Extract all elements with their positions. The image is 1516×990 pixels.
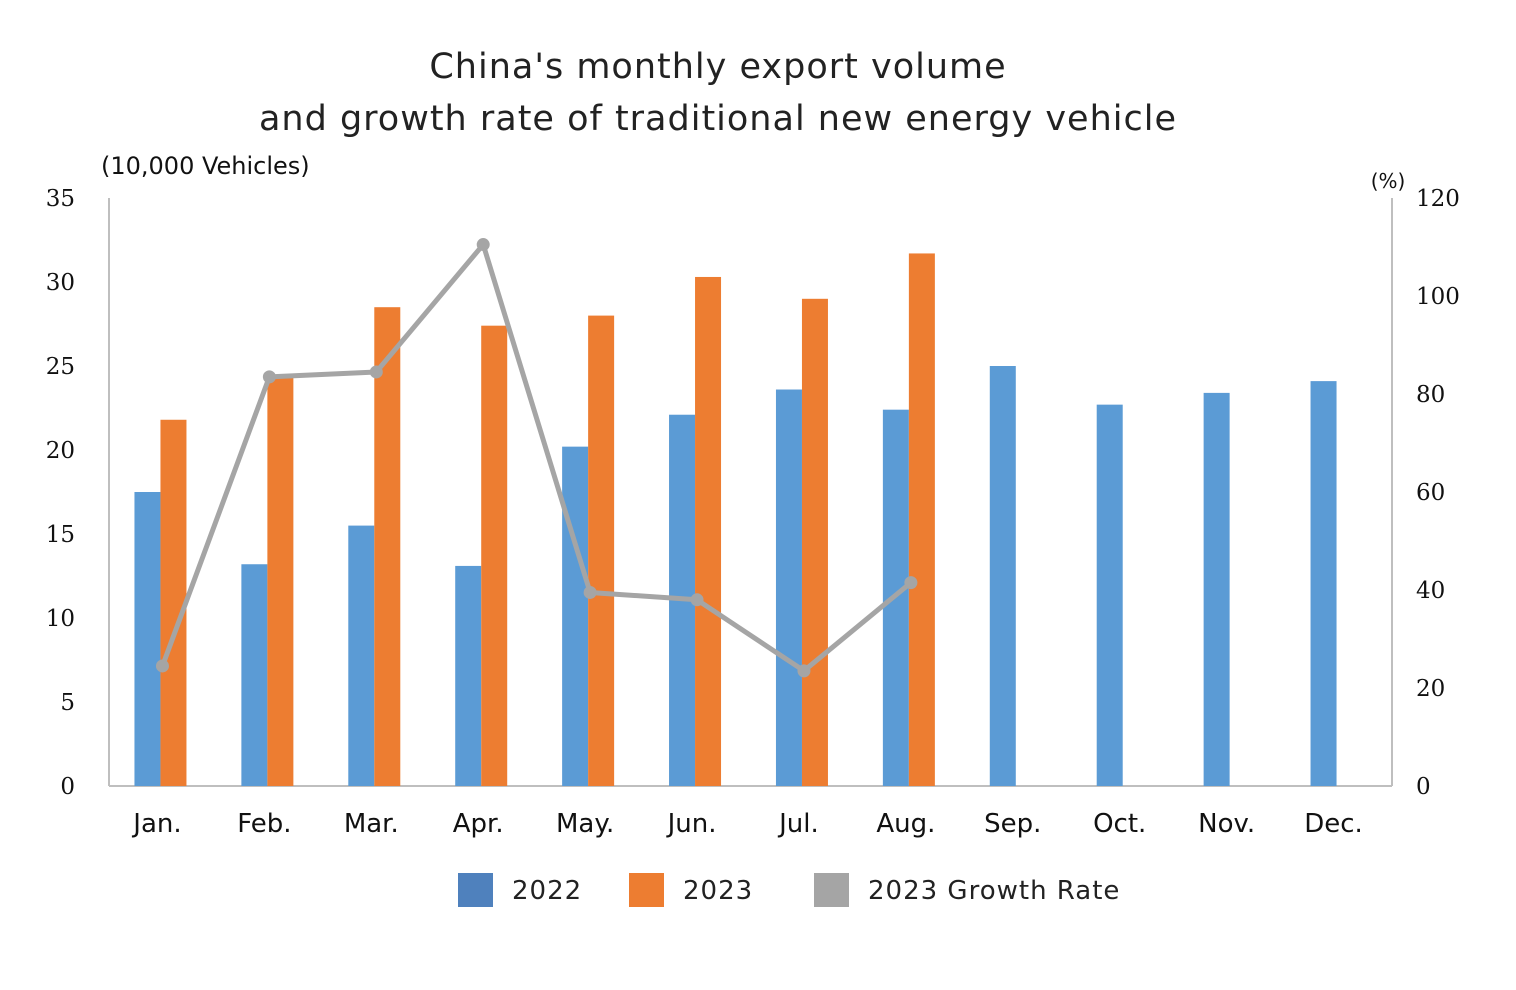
left-axis-tick-label: 10 <box>46 606 75 632</box>
growth-rate-point-jul <box>797 664 811 678</box>
right-axis-tick-label: 0 <box>1416 774 1431 800</box>
legend-label-2023-growth-rate: 2023 Growth Rate <box>868 876 1120 906</box>
legend: 2022 2023 2023 Growth Rate <box>458 873 1120 907</box>
left-axis-unit-label: (10,000 Vehicles) <box>101 152 310 180</box>
right-axis-tick-label: 40 <box>1416 578 1445 604</box>
bar-2023-jul <box>801 298 828 786</box>
bar-2022-nov <box>1203 392 1230 786</box>
bar-2023-mar <box>374 307 401 786</box>
legend-swatch-2023-growth-rate <box>814 873 849 907</box>
bar-2023-jan <box>160 419 187 786</box>
left-axis-tick-label: 25 <box>46 354 75 380</box>
right-axis-unit-label: (%) <box>1371 169 1406 193</box>
bar-2022-feb <box>241 564 268 786</box>
right-axis-tick-label: 80 <box>1416 382 1445 408</box>
x-axis-tick-label: Oct. <box>1093 809 1146 839</box>
bar-2022-jan <box>134 492 161 786</box>
left-axis-tick-label: 35 <box>46 186 75 212</box>
left-axis-tick-label: 0 <box>60 774 75 800</box>
x-axis-tick-label: Aug. <box>876 809 935 839</box>
x-axis-tick-label: Mar. <box>344 809 399 839</box>
right-axis-tick-label: 60 <box>1416 480 1445 506</box>
x-axis-tick-label: Feb. <box>237 809 291 839</box>
x-axis-tick-label: Dec. <box>1304 809 1363 839</box>
plot-area: 0 5 10 15 20 25 30 35 0 20 40 60 80 100 120 Jan. Feb. Mar… <box>46 186 1460 839</box>
x-axis-tick-label: Jun. <box>666 809 717 839</box>
growth-rate-point-aug <box>904 576 918 590</box>
bar-2022-sep <box>989 366 1016 786</box>
left-axis-tick-label: 5 <box>60 690 75 716</box>
bar-2023-aug <box>908 253 935 786</box>
x-axis-tick-label: May. <box>556 809 614 839</box>
x-axis-tick-label: Sep. <box>984 809 1041 839</box>
left-axis-tick-label: 20 <box>46 438 75 464</box>
legend-label-2022: 2022 <box>512 876 582 906</box>
growth-rate-point-may <box>583 585 597 599</box>
bar-2022-mar <box>348 525 375 786</box>
bar-2022-oct <box>1096 404 1123 786</box>
x-axis-tick-label: Apr. <box>453 809 504 839</box>
growth-rate-point-jan <box>155 659 169 673</box>
legend-label-2023: 2023 <box>683 876 753 906</box>
right-axis-tick-label: 120 <box>1416 186 1460 212</box>
growth-rate-line <box>160 242 913 674</box>
chart-title-line-1: China's monthly export volume <box>429 47 1006 87</box>
growth-rate-point-jun <box>690 593 704 607</box>
bar-2022-dec <box>1310 381 1337 786</box>
legend-swatch-2023 <box>629 873 664 907</box>
bar-2023-feb <box>267 377 294 786</box>
bar-2022-jul <box>775 389 802 786</box>
x-axis-tick-label: Jan. <box>131 809 181 839</box>
left-axis-tick-label: 30 <box>46 270 75 296</box>
x-axis-tick-label: Nov. <box>1198 809 1255 839</box>
x-axis-tick-label: Jul. <box>777 809 819 839</box>
left-axis-tick-label: 15 <box>46 522 75 548</box>
chart-title-line-2: and growth rate of traditional new energ… <box>259 99 1177 139</box>
right-axis-tick-label: 20 <box>1416 676 1445 702</box>
growth-rate-point-feb <box>262 370 276 384</box>
bar-2023-apr <box>481 325 508 786</box>
bar-2022-apr <box>455 565 482 786</box>
right-axis-tick-label: 100 <box>1416 284 1460 310</box>
bar-2022-may <box>562 446 589 786</box>
legend-swatch-2022 <box>458 873 493 907</box>
bar-2023-may <box>588 315 615 786</box>
bar-2023-jun <box>695 276 722 786</box>
growth-rate-point-apr <box>476 238 490 252</box>
growth-rate-point-mar <box>369 365 383 379</box>
